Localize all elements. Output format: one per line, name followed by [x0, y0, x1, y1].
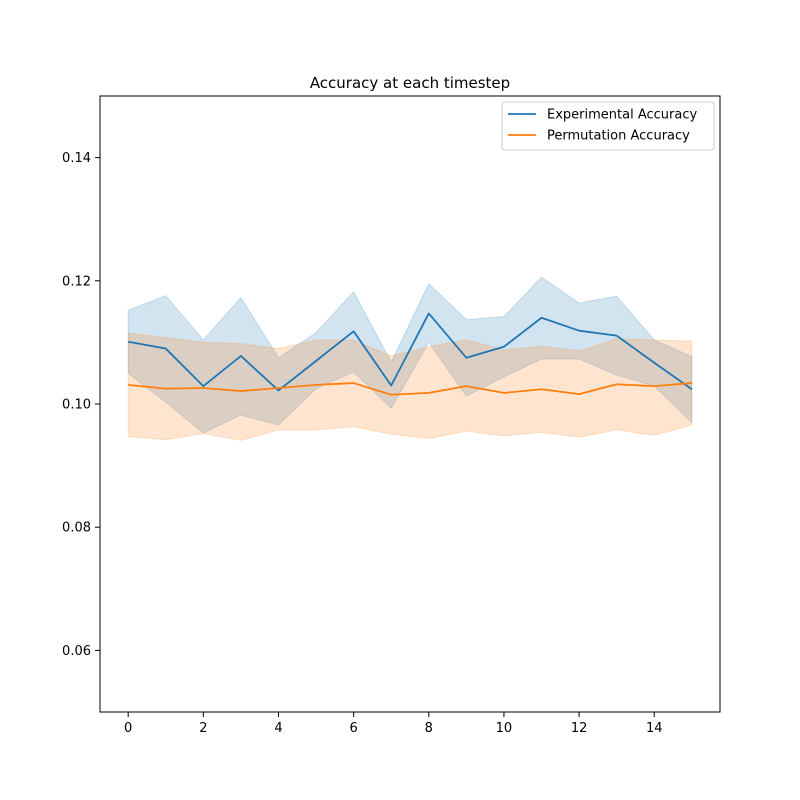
series-1-confidence-band	[127, 332, 693, 441]
legend-label-1: Permutation Accuracy	[547, 129, 690, 144]
x-tick-label: 10	[496, 721, 513, 736]
y-axis-ticks: 0.06 0.08 0.10 0.12 0.14	[62, 151, 100, 659]
y-tick-label: 0.06	[62, 644, 91, 659]
legend: Experimental Accuracy Permutation Accurac…	[501, 101, 715, 151]
x-tick-label: 14	[646, 721, 663, 736]
x-tick-label: 2	[199, 721, 207, 736]
x-tick-label: 6	[349, 721, 357, 736]
y-tick-label: 0.10	[62, 398, 91, 413]
legend-box	[501, 101, 715, 151]
x-tick-label: 8	[425, 721, 433, 736]
y-tick-label: 0.08	[62, 521, 91, 536]
chart-title: Accuracy at each timestep	[310, 74, 510, 92]
series-lines	[128, 312, 693, 396]
legend-label-0: Experimental Accuracy	[547, 108, 697, 123]
x-tick-label: 12	[571, 721, 588, 736]
series-1-line	[128, 382, 692, 396]
series-0-line	[128, 312, 693, 392]
y-tick-label: 0.12	[62, 274, 91, 289]
y-tick-label: 0.14	[62, 151, 91, 166]
series-0-confidence-band	[127, 276, 693, 434]
x-tick-label: 0	[124, 721, 132, 736]
x-tick-label: 4	[274, 721, 282, 736]
x-axis-ticks: 0 2 4 6 8 10 12 14	[124, 712, 663, 736]
confidence-bands	[127, 276, 693, 441]
